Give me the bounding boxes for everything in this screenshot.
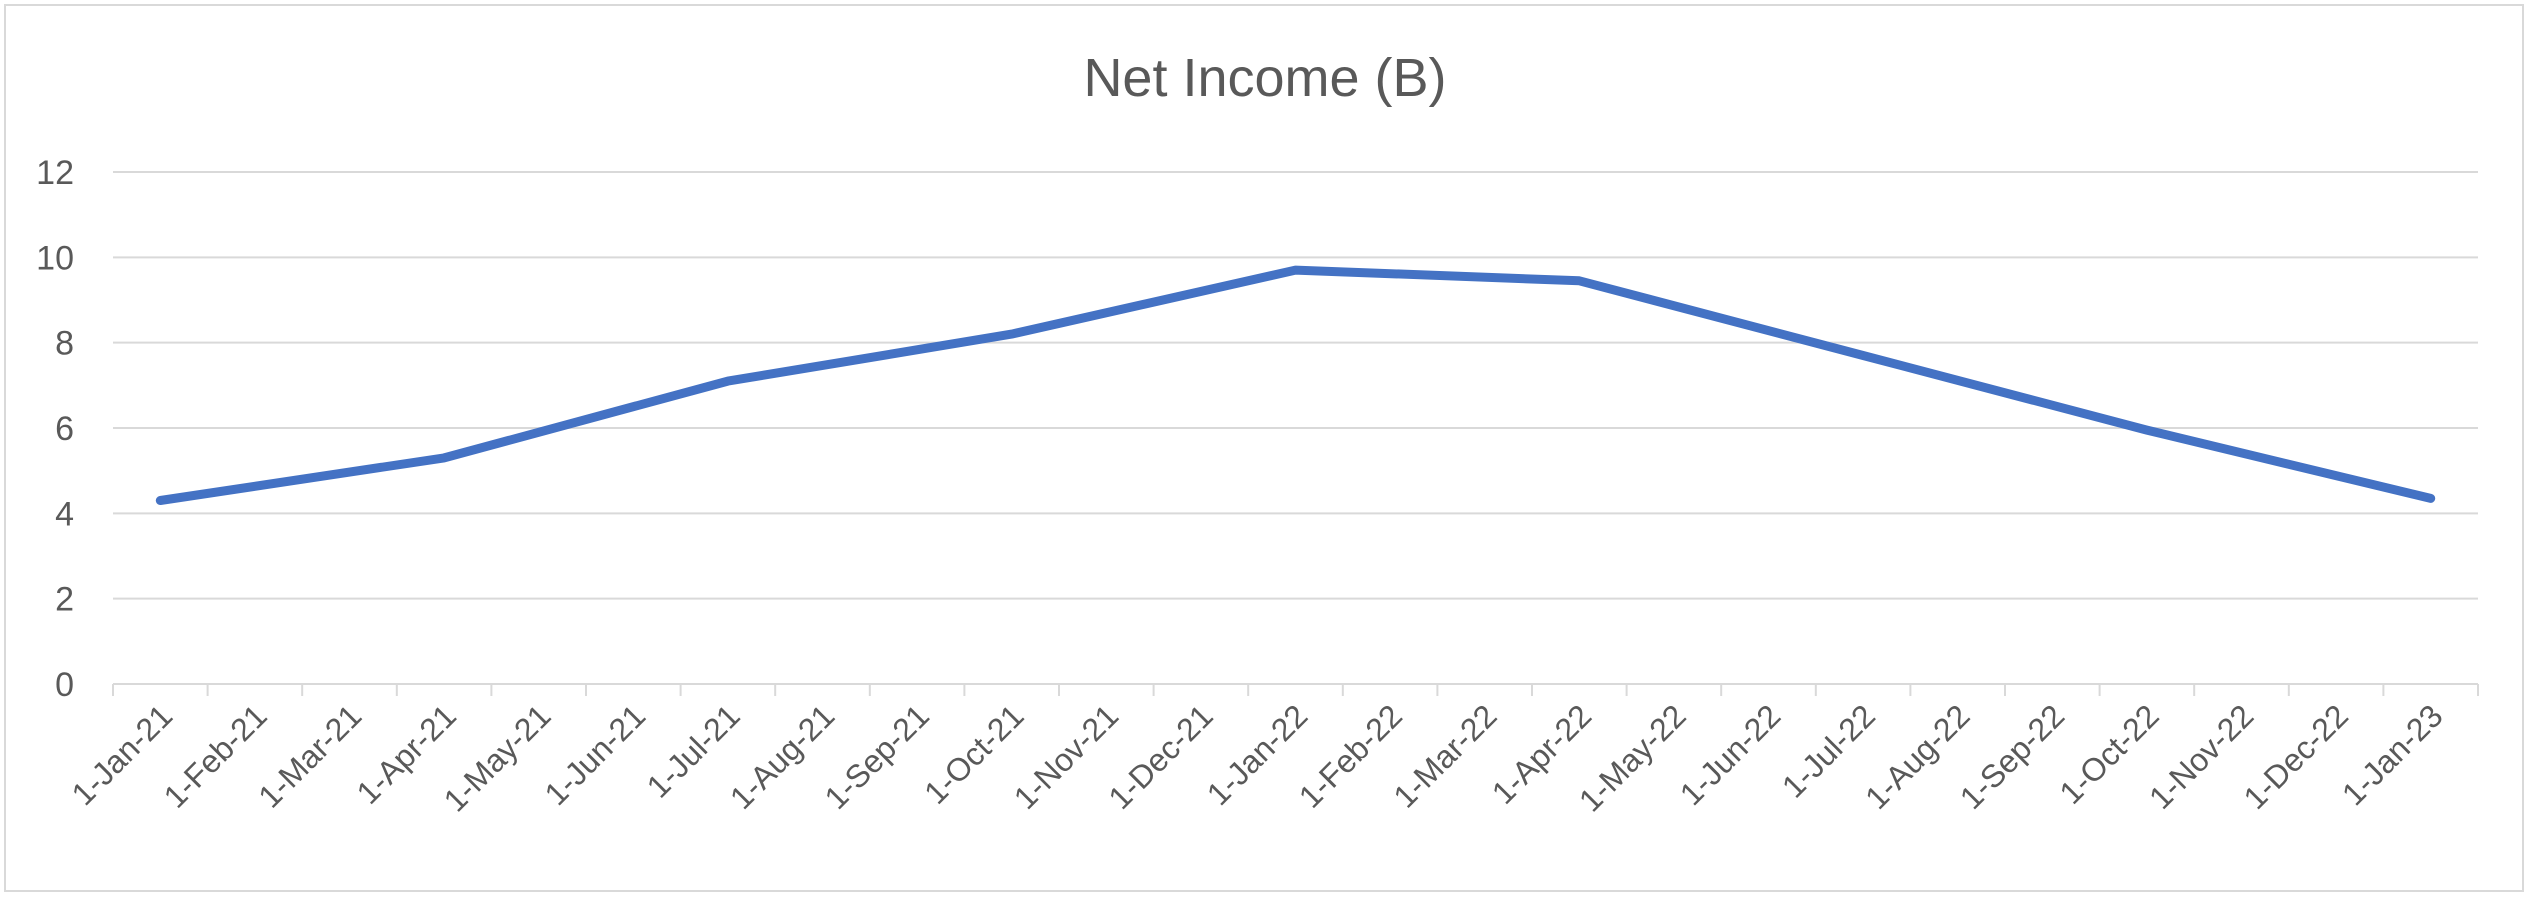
x-tick-label: 1-Dec-22 [2237, 697, 2356, 816]
x-tick-label: 1-Aug-21 [723, 697, 842, 816]
x-tick-label: 1-Jan-23 [2335, 697, 2450, 812]
chart-frame [4, 4, 2524, 892]
x-tick-label: 1-Mar-22 [1386, 697, 1503, 814]
y-tick-label: 4 [55, 495, 74, 533]
x-axis [112, 684, 2479, 696]
y-tick-label: 2 [55, 581, 74, 619]
x-axis-ticks: 1-Jan-211-Feb-211-Mar-211-Apr-211-May-21… [64, 697, 2449, 818]
x-tick-label: 1-Mar-21 [251, 697, 368, 814]
x-tick-label: 1-Aug-22 [1858, 697, 1977, 816]
series-group [155, 265, 2436, 505]
y-tick-label: 0 [55, 666, 74, 704]
y-axis-ticks: 0 2 4 6 8 10 12 [36, 154, 74, 704]
x-tick-label: 1-Jun-21 [537, 697, 652, 812]
x-tick-label: 1-Dec-21 [1101, 697, 1220, 816]
chart-title: Net Income (B) [1083, 48, 1446, 108]
x-tick-label: 1-Jun-22 [1673, 697, 1788, 812]
x-tick-label: 1-Nov-22 [2142, 697, 2261, 816]
y-tick-label: 12 [36, 154, 74, 192]
x-tick-label: 1-Feb-22 [1292, 697, 1409, 814]
series-line [155, 265, 2436, 505]
y-tick-label: 8 [55, 325, 74, 363]
x-tick-label: 1-Sep-21 [818, 697, 937, 816]
x-tick-label: 1-Feb-21 [157, 697, 274, 814]
y-tick-label: 10 [36, 239, 74, 277]
gridlines [113, 171, 2478, 685]
x-tick-label: 1-Sep-22 [1953, 697, 2072, 816]
y-tick-label: 6 [55, 410, 74, 448]
x-tick-label: 1-Nov-21 [1007, 697, 1126, 816]
